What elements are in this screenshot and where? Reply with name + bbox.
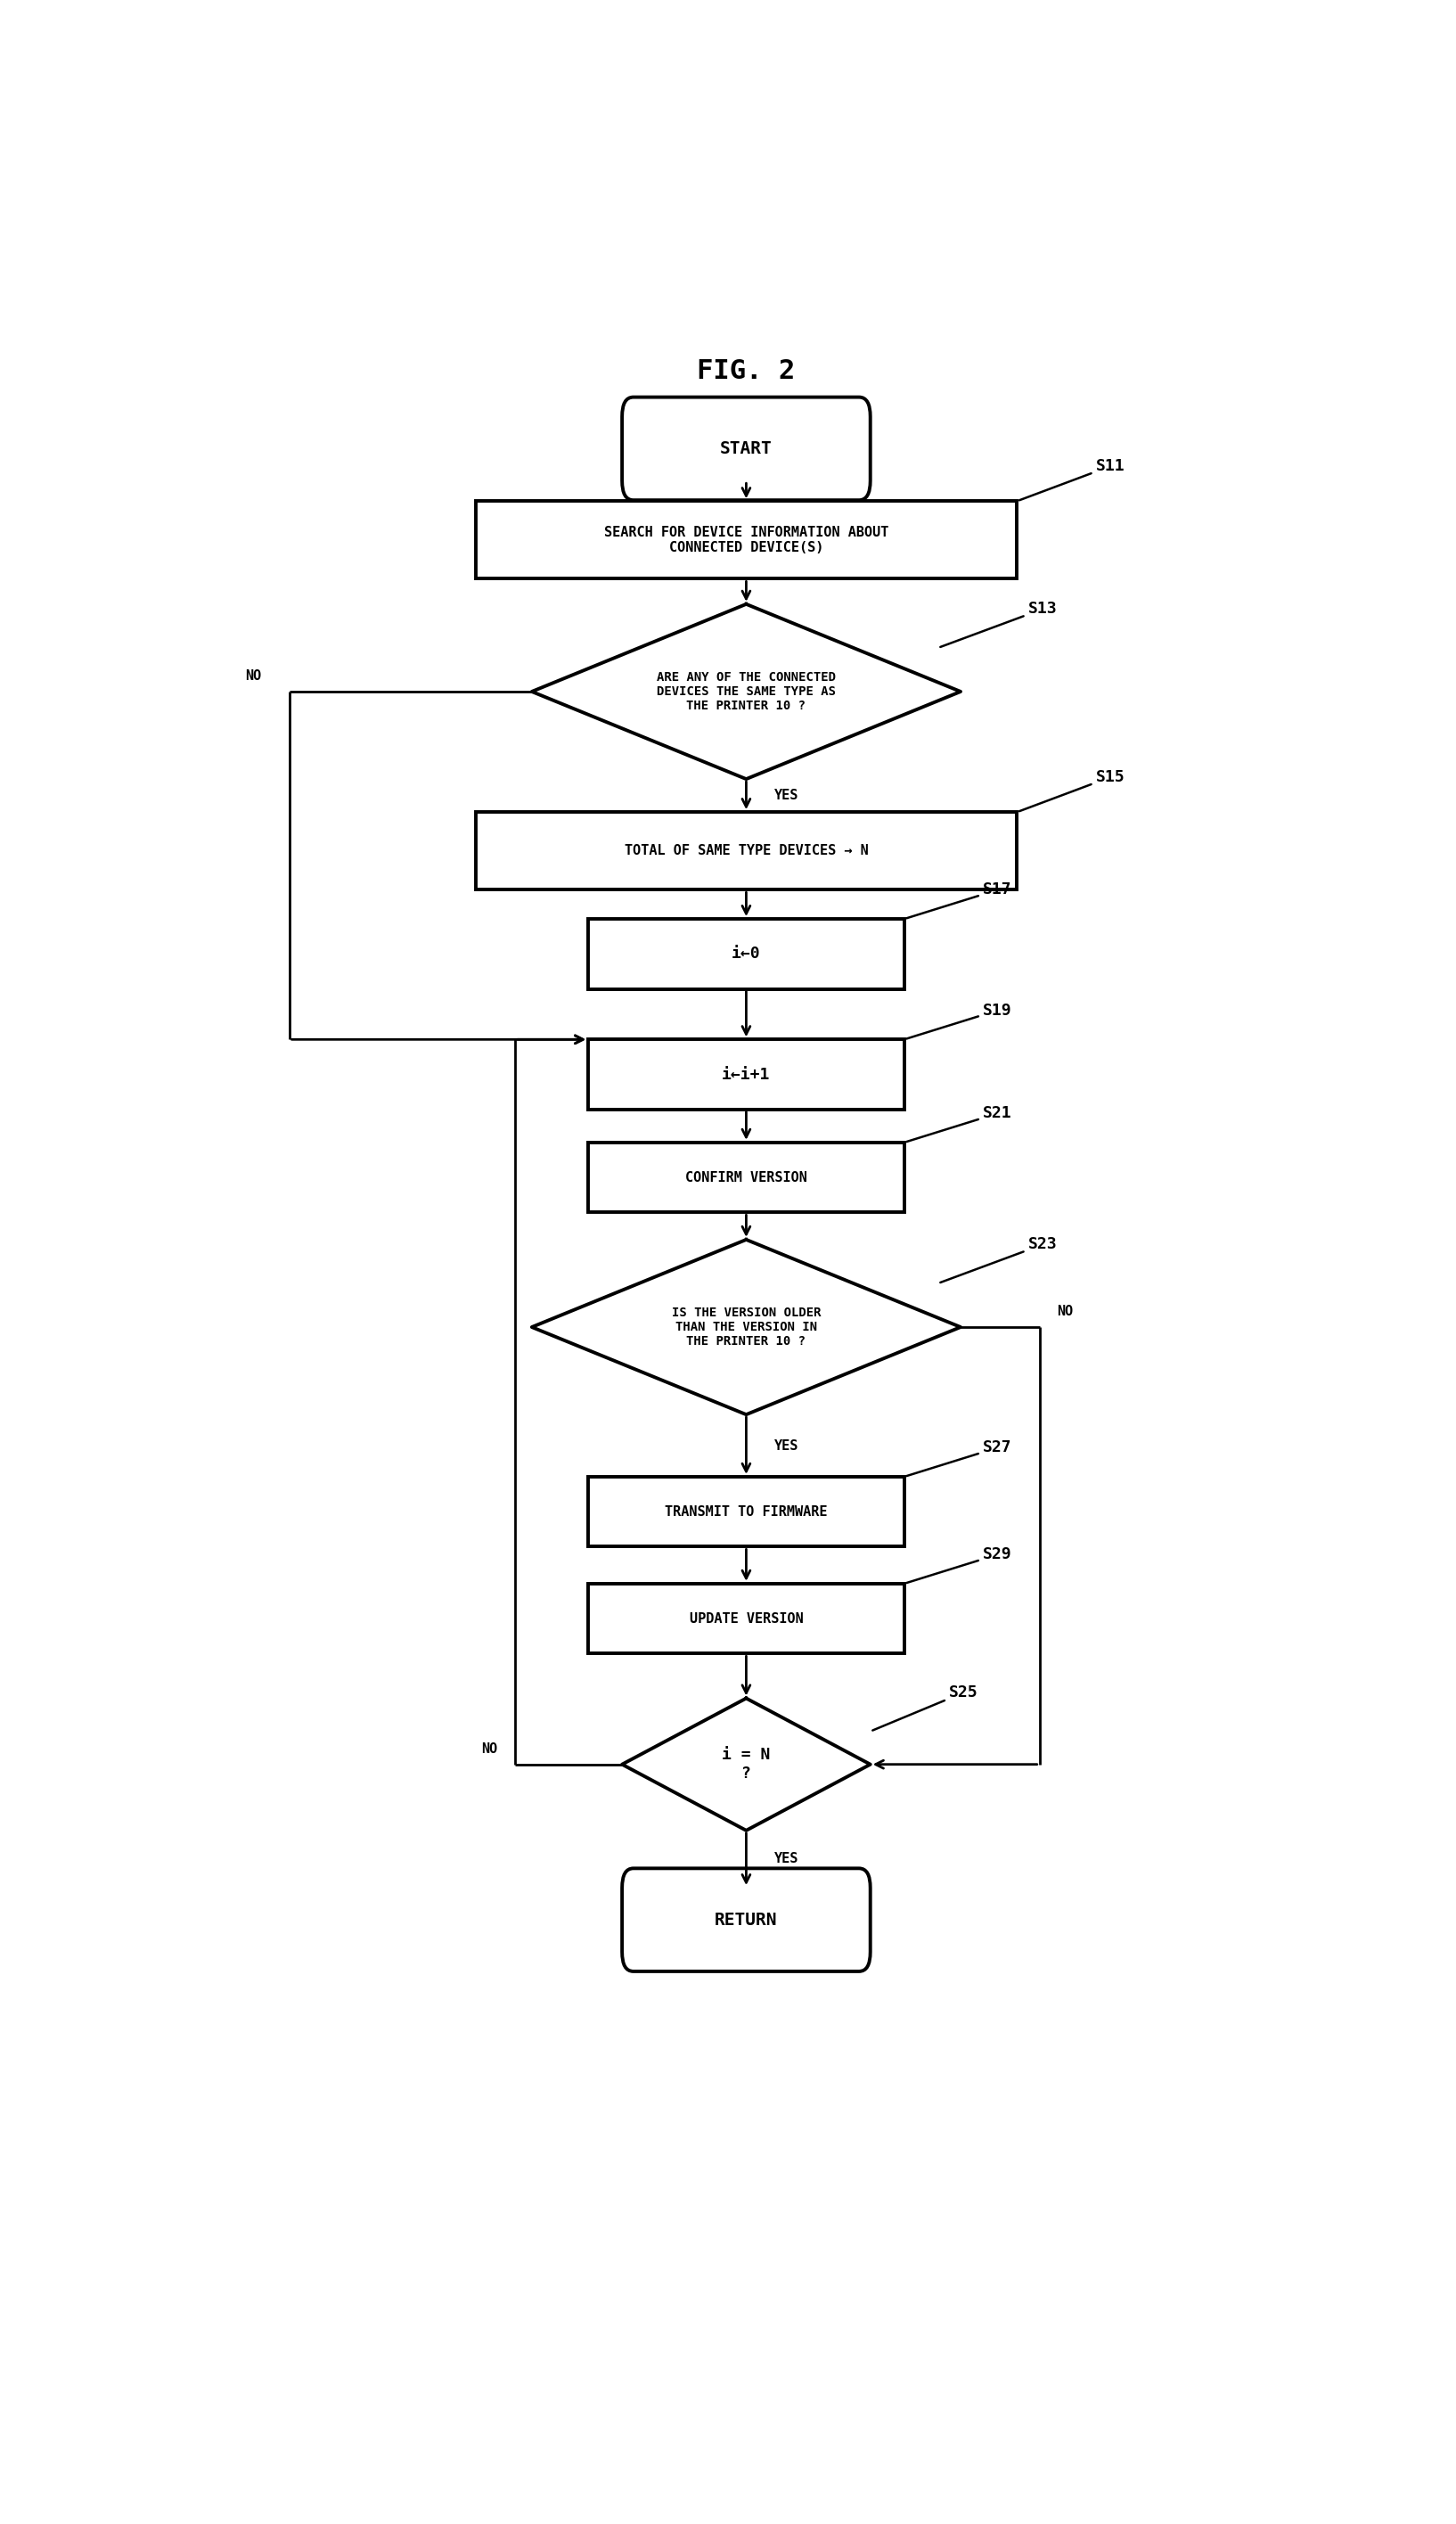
Text: S21: S21 bbox=[907, 1106, 1012, 1141]
Text: S15: S15 bbox=[1019, 770, 1125, 810]
FancyBboxPatch shape bbox=[622, 396, 871, 500]
Text: SEARCH FOR DEVICE INFORMATION ABOUT
CONNECTED DEVICE(S): SEARCH FOR DEVICE INFORMATION ABOUT CONN… bbox=[604, 525, 888, 555]
Text: YES: YES bbox=[775, 790, 799, 803]
Bar bbox=[588, 1040, 904, 1111]
Text: i = N
?: i = N ? bbox=[722, 1747, 770, 1782]
Text: TRANSMIT TO FIRMWARE: TRANSMIT TO FIRMWARE bbox=[665, 1504, 827, 1519]
Bar bbox=[588, 919, 904, 989]
Text: UPDATE VERSION: UPDATE VERSION bbox=[689, 1613, 804, 1625]
FancyBboxPatch shape bbox=[622, 1868, 871, 1971]
Text: S17: S17 bbox=[907, 881, 1012, 919]
Bar bbox=[588, 1477, 904, 1547]
Text: NO: NO bbox=[245, 669, 261, 681]
Polygon shape bbox=[531, 1239, 961, 1413]
Text: S23: S23 bbox=[941, 1237, 1057, 1282]
Text: TOTAL OF SAME TYPE DEVICES → N: TOTAL OF SAME TYPE DEVICES → N bbox=[625, 843, 868, 858]
Text: START: START bbox=[721, 439, 772, 457]
Text: IS THE VERSION OLDER
THAN THE VERSION IN
THE PRINTER 10 ?: IS THE VERSION OLDER THAN THE VERSION IN… bbox=[671, 1307, 821, 1348]
Bar bbox=[475, 502, 1016, 578]
Text: S29: S29 bbox=[907, 1547, 1012, 1583]
Text: S25: S25 bbox=[872, 1684, 978, 1731]
Text: CONFIRM VERSION: CONFIRM VERSION bbox=[686, 1171, 807, 1184]
Text: S19: S19 bbox=[907, 1002, 1012, 1040]
Text: NO: NO bbox=[1057, 1305, 1073, 1318]
Text: NO: NO bbox=[482, 1742, 498, 1757]
Text: i←i+1: i←i+1 bbox=[722, 1068, 770, 1083]
Text: ARE ANY OF THE CONNECTED
DEVICES THE SAME TYPE AS
THE PRINTER 10 ?: ARE ANY OF THE CONNECTED DEVICES THE SAM… bbox=[657, 671, 836, 712]
Text: RETURN: RETURN bbox=[715, 1911, 778, 1928]
Text: YES: YES bbox=[775, 1439, 799, 1451]
Text: YES: YES bbox=[775, 1853, 799, 1865]
Polygon shape bbox=[622, 1699, 871, 1830]
Text: FIG. 2: FIG. 2 bbox=[697, 358, 795, 384]
Bar bbox=[475, 813, 1016, 891]
Text: i←0: i←0 bbox=[732, 946, 760, 962]
Bar bbox=[588, 1583, 904, 1653]
Text: S11: S11 bbox=[1019, 459, 1125, 500]
Text: S13: S13 bbox=[941, 601, 1057, 646]
Text: S27: S27 bbox=[907, 1439, 1012, 1477]
Polygon shape bbox=[531, 603, 961, 780]
Bar bbox=[588, 1143, 904, 1212]
